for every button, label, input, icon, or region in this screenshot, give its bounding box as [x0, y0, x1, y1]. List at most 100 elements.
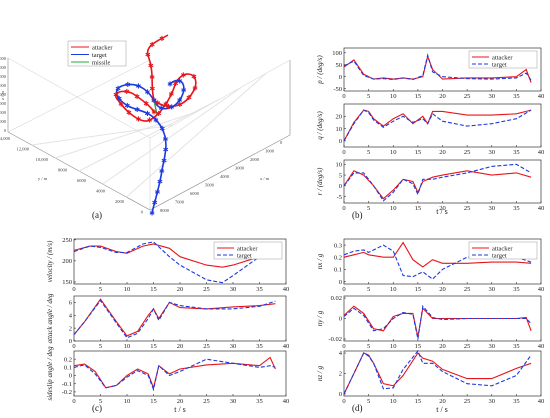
x-tick-label: 25: [203, 286, 210, 293]
x-tick-label: 15: [150, 343, 157, 350]
y-tick-label: 10: [336, 162, 343, 169]
series-line-attacker: [343, 352, 532, 395]
y-tick-label: 0: [339, 279, 342, 286]
series-line-attacker: [73, 356, 276, 390]
legend-label-attacker: attacker: [492, 54, 513, 61]
marker-target: ✱: [163, 135, 169, 143]
x-tick-label: 20: [177, 398, 184, 405]
x-tick-label: 4000: [220, 174, 230, 179]
y-tick-label: 0: [339, 316, 342, 323]
x-tick-label: 10: [390, 93, 397, 100]
y-tick-label: -5: [337, 194, 342, 201]
x-tick-label: 30: [230, 398, 237, 405]
trajectory-3d-panel: 8000 7000 6000 5000 4000 3000 2000 1000 0 14,000 1…: [0, 34, 291, 218]
x-tick-label: 8000: [160, 208, 170, 213]
legend-label-missile: missile: [92, 59, 111, 66]
marker-target: ✱: [116, 95, 122, 103]
marker-target: ✱: [159, 167, 165, 175]
x-tick-label: 5000: [205, 183, 215, 188]
marker-target: ✱: [125, 81, 131, 89]
x-axis-label: t / s: [174, 405, 186, 414]
x-axis-label: t / s: [436, 207, 448, 216]
x-tick-label: 30: [489, 205, 496, 212]
x-tick-label: 40: [538, 93, 545, 100]
x-tick-label: 35: [256, 343, 263, 350]
marker-target: ✱: [158, 104, 164, 112]
x-tick-label: 20: [439, 205, 446, 212]
y-tick-label: 10: [336, 126, 343, 133]
axes-frame: [343, 350, 542, 397]
y-tick-label: 0: [339, 74, 342, 81]
y-tick-label: 50: [336, 62, 343, 69]
x-tick-label: 5: [367, 205, 370, 212]
z-tick-label: 5000: [0, 119, 7, 124]
x-tick-label: 15: [415, 343, 422, 350]
x-tick-label: 5: [99, 343, 102, 350]
series-line-target: [343, 163, 532, 202]
grid-line: [7, 57, 151, 139]
x-tick-label: 25: [203, 398, 210, 405]
axes-frame: [73, 350, 287, 397]
y-tick-label: 14,000: [0, 136, 11, 142]
x-tick-label: 5: [367, 398, 370, 405]
marker-attacker: ✱: [143, 100, 149, 108]
x-tick-label: 10: [390, 205, 397, 212]
marker-attacker: ✱: [159, 35, 165, 43]
marker-target: ✱: [124, 102, 130, 110]
x-tick-label: 7000: [175, 200, 185, 205]
marker-target: ✱: [157, 178, 163, 186]
x-axis-label: t / s: [436, 405, 448, 414]
x-tick-label: 25: [464, 149, 471, 156]
marker-attacker: ✱: [124, 88, 130, 96]
z-tick-label: 40,000: [0, 56, 7, 62]
y-tick-label: 150: [62, 279, 72, 286]
panel-vel: 0 5 10 15 20 25 30 35 40 150 200 250 velocity / (m/s…: [46, 237, 289, 293]
x-tick-label: 10: [124, 286, 131, 293]
y-tick-label: 2000: [115, 199, 125, 204]
x-tick-label: 6000: [190, 191, 200, 196]
grid-line: [7, 59, 151, 133]
marker-attacker: ✱: [134, 93, 140, 101]
marker-target: ✱: [161, 157, 167, 165]
y-tick-label: 200: [62, 258, 72, 265]
y-tick-label: 0: [339, 183, 342, 190]
panel-sideslip: 0 5 10 15 20 25 30 35 40-0.2-0.100.10.2sideslip …: [46, 346, 289, 405]
series-line-attacker: [343, 305, 532, 338]
x-tick-label: 20: [177, 343, 184, 350]
y-tick-label: 0: [69, 338, 72, 345]
legend-label-target: target: [492, 61, 507, 68]
z-axis-label: z / m: [0, 91, 5, 100]
legend-label-attacker: attacker: [492, 245, 513, 252]
marker-attacker: ✱: [149, 85, 155, 93]
y-tick-label: 5: [339, 172, 342, 179]
panel-nx: 0 5 10 15 20 25 30 35 40 0 0.1 0.2 0.3 nx / g attacker…: [316, 238, 544, 293]
x-tick-label: 0: [342, 398, 345, 405]
marker-attacker: ✱: [155, 99, 161, 107]
x-tick-label: 40: [538, 398, 545, 405]
y-tick-label: 6000: [77, 178, 87, 183]
x-tick-label: 15: [415, 149, 422, 156]
y-tick-label: 2: [69, 325, 72, 332]
x-tick-label: 10: [390, 343, 397, 350]
marker-attacker: ✱: [163, 101, 169, 109]
y-tick-label: 0: [339, 138, 342, 145]
x-tick-label: 5: [367, 149, 370, 156]
y-axis-label: attack angle / deg: [46, 293, 54, 343]
x-tick-label: 25: [464, 93, 471, 100]
marker-attacker: ✱: [192, 84, 198, 92]
x-tick-label: 25: [203, 343, 210, 350]
x-tick-label: 10: [124, 343, 131, 350]
series-line-attacker: [343, 170, 532, 200]
series-line-attacker: [343, 241, 532, 268]
x-tick-label: 5: [367, 93, 370, 100]
y-tick-label: 0: [339, 391, 342, 398]
y-axis-label: nz / g: [316, 365, 324, 381]
x-tick-label: 20: [439, 93, 446, 100]
x-tick-label: 3000: [235, 166, 245, 171]
marker-attacker: ✱: [177, 101, 183, 109]
y-tick-label: 10,000: [36, 157, 49, 163]
marker-target: ✱: [151, 97, 157, 105]
